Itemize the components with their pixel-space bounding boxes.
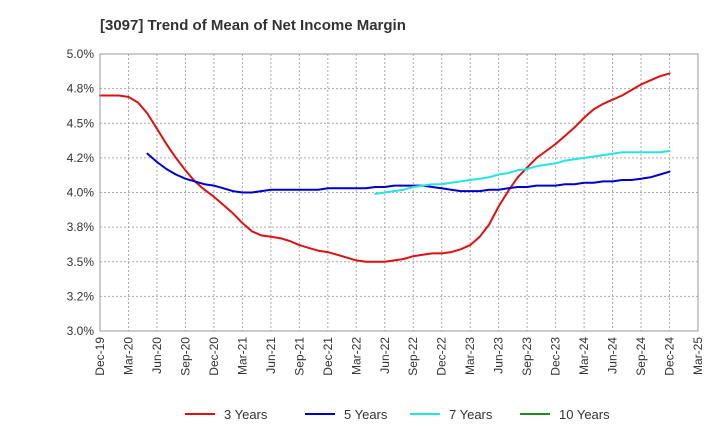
- x-tick-label: Mar-23: [463, 337, 477, 375]
- x-tick-label: Dec-23: [549, 337, 563, 376]
- x-tick-label: Jun-20: [150, 337, 164, 374]
- y-tick-label: 4.8%: [67, 82, 95, 96]
- x-tick-label: Sep-21: [292, 337, 306, 376]
- legend-label-2: 7 Years: [449, 407, 493, 422]
- legend: 3 Years 5 Years 7 Years 10 Years: [185, 407, 610, 422]
- x-tick-label: Jun-21: [264, 337, 278, 374]
- plot-area-border: [99, 53, 699, 332]
- legend-label-1: 5 Years: [344, 407, 388, 422]
- y-tick-label: 4.5%: [67, 116, 95, 130]
- x-tick-label: Jun-22: [378, 337, 392, 374]
- series-lines: [99, 72, 671, 263]
- x-tick-label: Jun-23: [492, 337, 506, 374]
- y-tick-label: 3.2%: [67, 289, 95, 303]
- x-tick-label: Sep-20: [178, 337, 192, 376]
- x-tick-label: Mar-24: [577, 337, 591, 375]
- y-tick-label: 4.0%: [67, 186, 95, 200]
- y-tick-label: 3.5%: [67, 255, 95, 269]
- x-tick-label: Dec-22: [435, 337, 449, 376]
- x-axis-ticks: Dec-19 Mar-20 Jun-20 Sep-20 Dec-20 Mar-21 Jun-…: [93, 337, 705, 376]
- y-tick-label: 3.0%: [67, 324, 95, 338]
- x-tick-label: Dec-21: [321, 337, 335, 376]
- x-tick-label: Dec-20: [207, 337, 221, 376]
- series-line-1: [146, 152, 671, 194]
- x-tick-label: Mar-20: [121, 337, 135, 375]
- y-tick-label: 4.2%: [67, 151, 95, 165]
- chart-title: [3097] Trend of Mean of Net Income Margi…: [100, 17, 406, 34]
- legend-label-0: 3 Years: [224, 407, 268, 422]
- x-tick-label: Sep-23: [520, 337, 534, 376]
- legend-label-3: 10 Years: [559, 407, 610, 422]
- x-tick-label: Mar-25: [691, 337, 705, 375]
- x-tick-label: Dec-24: [663, 337, 677, 376]
- x-tick-label: Jun-24: [606, 337, 620, 374]
- x-tick-label: Mar-22: [349, 337, 363, 375]
- x-tick-label: Sep-22: [406, 337, 420, 376]
- x-tick-label: Sep-24: [634, 337, 648, 376]
- y-tick-label: 5.0%: [67, 47, 95, 61]
- x-tick-label: Dec-19: [93, 337, 107, 376]
- series-line-2: [374, 150, 671, 195]
- grid: [99, 53, 699, 332]
- y-axis-ticks: 3.0% 3.2% 3.5% 3.8% 4.0% 4.2% 4.5% 4.8% 5.0%: [67, 47, 95, 338]
- x-tick-label: Mar-21: [235, 337, 249, 375]
- y-tick-label: 3.8%: [67, 220, 95, 234]
